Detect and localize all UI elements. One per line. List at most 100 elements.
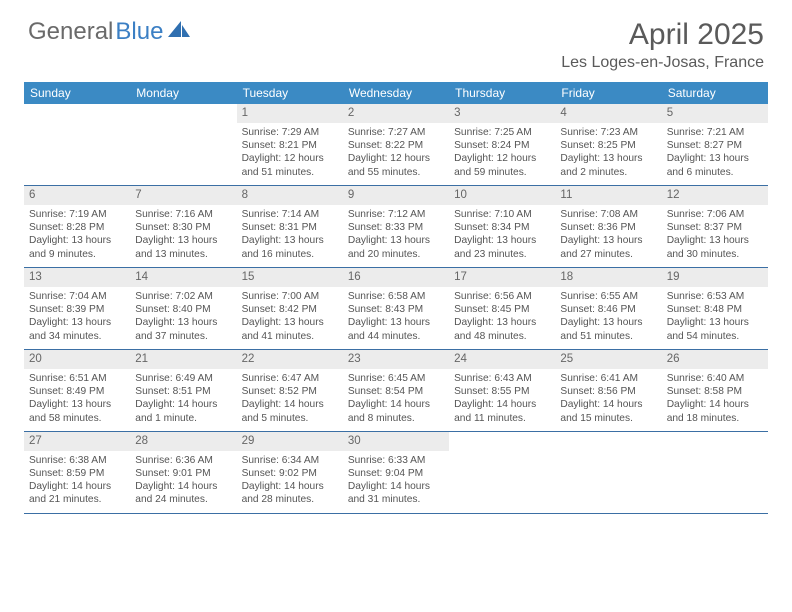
sunrise-text: Sunrise: 7:00 AM bbox=[242, 290, 338, 303]
day-details: Sunrise: 6:58 AMSunset: 8:43 PMDaylight:… bbox=[343, 287, 449, 349]
day-number: 7 bbox=[130, 186, 236, 205]
daylight-text: Daylight: 13 hours and 16 minutes. bbox=[242, 234, 338, 261]
day-cell bbox=[662, 431, 768, 513]
sunset-text: Sunset: 8:48 PM bbox=[667, 303, 763, 316]
sunrise-text: Sunrise: 6:45 AM bbox=[348, 372, 444, 385]
day-details: Sunrise: 6:38 AMSunset: 8:59 PMDaylight:… bbox=[24, 451, 130, 513]
day-cell: 10 Sunrise: 7:10 AMSunset: 8:34 PMDayligh… bbox=[449, 185, 555, 267]
daylight-text: Daylight: 13 hours and 41 minutes. bbox=[242, 316, 338, 343]
sunrise-text: Sunrise: 7:21 AM bbox=[667, 126, 763, 139]
sunrise-text: Sunrise: 7:10 AM bbox=[454, 208, 550, 221]
day-number: 11 bbox=[555, 186, 661, 205]
day-details: Sunrise: 7:00 AMSunset: 8:42 PMDaylight:… bbox=[237, 287, 343, 349]
sunrise-text: Sunrise: 6:58 AM bbox=[348, 290, 444, 303]
sunset-text: Sunset: 8:27 PM bbox=[667, 139, 763, 152]
day-cell: 19Sunrise: 6:53 AMSunset: 8:48 PMDayligh… bbox=[662, 267, 768, 349]
sunset-text: Sunset: 8:24 PM bbox=[454, 139, 550, 152]
sunset-text: Sunset: 9:01 PM bbox=[135, 467, 231, 480]
day-cell: 29Sunrise: 6:34 AMSunset: 9:02 PMDayligh… bbox=[237, 431, 343, 513]
week-row: 1Sunrise: 7:29 AMSunset: 8:21 PMDaylight… bbox=[24, 104, 768, 185]
day-cell: 18Sunrise: 6:55 AMSunset: 8:46 PMDayligh… bbox=[555, 267, 661, 349]
sunset-text: Sunset: 8:34 PM bbox=[454, 221, 550, 234]
sunset-text: Sunset: 8:54 PM bbox=[348, 385, 444, 398]
sunset-text: Sunset: 8:43 PM bbox=[348, 303, 444, 316]
day-number: 28 bbox=[130, 432, 236, 451]
dow-cell: Sunday bbox=[24, 82, 130, 104]
daylight-text: Daylight: 14 hours and 8 minutes. bbox=[348, 398, 444, 425]
day-details: Sunrise: 7:14 AMSunset: 8:31 PMDaylight:… bbox=[237, 205, 343, 267]
day-of-week-row: SundayMondayTuesdayWednesdayThursdayFrid… bbox=[24, 82, 768, 104]
sunrise-text: Sunrise: 6:51 AM bbox=[29, 372, 125, 385]
day-number: 10 bbox=[449, 186, 555, 205]
daylight-text: Daylight: 12 hours and 51 minutes. bbox=[242, 152, 338, 179]
brand-part1: General bbox=[28, 18, 113, 46]
daylight-text: Daylight: 13 hours and 9 minutes. bbox=[29, 234, 125, 261]
brand-logo: GeneralBlue bbox=[28, 18, 190, 46]
day-cell: 21Sunrise: 6:49 AMSunset: 8:51 PMDayligh… bbox=[130, 349, 236, 431]
day-cell: 23Sunrise: 6:45 AMSunset: 8:54 PMDayligh… bbox=[343, 349, 449, 431]
day-number: 20 bbox=[24, 350, 130, 369]
daylight-text: Daylight: 14 hours and 5 minutes. bbox=[242, 398, 338, 425]
day-number: 24 bbox=[449, 350, 555, 369]
day-details: Sunrise: 6:47 AMSunset: 8:52 PMDaylight:… bbox=[237, 369, 343, 431]
day-details: Sunrise: 7:29 AMSunset: 8:21 PMDaylight:… bbox=[237, 123, 343, 185]
dow-cell: Tuesday bbox=[237, 82, 343, 104]
day-cell: 15Sunrise: 7:00 AMSunset: 8:42 PMDayligh… bbox=[237, 267, 343, 349]
day-number: 17 bbox=[449, 268, 555, 287]
day-number: 5 bbox=[662, 104, 768, 123]
daylight-text: Daylight: 13 hours and 37 minutes. bbox=[135, 316, 231, 343]
daylight-text: Daylight: 14 hours and 1 minute. bbox=[135, 398, 231, 425]
week-row: 13Sunrise: 7:04 AMSunset: 8:39 PMDayligh… bbox=[24, 267, 768, 349]
day-number: 18 bbox=[555, 268, 661, 287]
sunset-text: Sunset: 8:55 PM bbox=[454, 385, 550, 398]
day-details: Sunrise: 7:25 AMSunset: 8:24 PMDaylight:… bbox=[449, 123, 555, 185]
calendar-table: SundayMondayTuesdayWednesdayThursdayFrid… bbox=[24, 82, 768, 514]
sunrise-text: Sunrise: 7:08 AM bbox=[560, 208, 656, 221]
daylight-text: Daylight: 13 hours and 34 minutes. bbox=[29, 316, 125, 343]
sunset-text: Sunset: 8:31 PM bbox=[242, 221, 338, 234]
daylight-text: Daylight: 14 hours and 21 minutes. bbox=[29, 480, 125, 507]
sunrise-text: Sunrise: 6:47 AM bbox=[242, 372, 338, 385]
day-details: Sunrise: 6:43 AMSunset: 8:55 PMDaylight:… bbox=[449, 369, 555, 431]
daylight-text: Daylight: 14 hours and 28 minutes. bbox=[242, 480, 338, 507]
sunset-text: Sunset: 8:42 PM bbox=[242, 303, 338, 316]
sunset-text: Sunset: 8:59 PM bbox=[29, 467, 125, 480]
day-number: 4 bbox=[555, 104, 661, 123]
sunrise-text: Sunrise: 6:38 AM bbox=[29, 454, 125, 467]
day-cell: 2Sunrise: 7:27 AMSunset: 8:22 PMDaylight… bbox=[343, 104, 449, 185]
day-details: Sunrise: 6:36 AMSunset: 9:01 PMDaylight:… bbox=[130, 451, 236, 513]
day-cell: 14Sunrise: 7:02 AMSunset: 8:40 PMDayligh… bbox=[130, 267, 236, 349]
daylight-text: Daylight: 13 hours and 27 minutes. bbox=[560, 234, 656, 261]
daylight-text: Daylight: 13 hours and 23 minutes. bbox=[454, 234, 550, 261]
dow-cell: Friday bbox=[555, 82, 661, 104]
sunrise-text: Sunrise: 6:36 AM bbox=[135, 454, 231, 467]
day-cell: 3Sunrise: 7:25 AMSunset: 8:24 PMDaylight… bbox=[449, 104, 555, 185]
daylight-text: Daylight: 13 hours and 6 minutes. bbox=[667, 152, 763, 179]
day-details: Sunrise: 7:19 AMSunset: 8:28 PMDaylight:… bbox=[24, 205, 130, 267]
sunrise-text: Sunrise: 6:40 AM bbox=[667, 372, 763, 385]
daylight-text: Daylight: 13 hours and 44 minutes. bbox=[348, 316, 444, 343]
day-number: 12 bbox=[662, 186, 768, 205]
daylight-text: Daylight: 12 hours and 59 minutes. bbox=[454, 152, 550, 179]
day-number: 29 bbox=[237, 432, 343, 451]
day-cell: 22Sunrise: 6:47 AMSunset: 8:52 PMDayligh… bbox=[237, 349, 343, 431]
day-cell: 27Sunrise: 6:38 AMSunset: 8:59 PMDayligh… bbox=[24, 431, 130, 513]
week-row: 20 Sunrise: 6:51 AMSunset: 8:49 PM Dayligh… bbox=[24, 349, 768, 431]
daylight-text: Daylight: 12 hours and 55 minutes. bbox=[348, 152, 444, 179]
dow-cell: Thursday bbox=[449, 82, 555, 104]
dow-cell: Saturday bbox=[662, 82, 768, 104]
daylight-text: Daylight: 14 hours and 11 minutes. bbox=[454, 398, 550, 425]
day-cell: 17Sunrise: 6:56 AMSunset: 8:45 PMDayligh… bbox=[449, 267, 555, 349]
title-block: April 2025 Les Loges-en-Josas, France bbox=[561, 18, 764, 72]
day-cell: 25Sunrise: 6:41 AMSunset: 8:56 PMDayligh… bbox=[555, 349, 661, 431]
day-number: 1 bbox=[237, 104, 343, 123]
day-number: 19 bbox=[662, 268, 768, 287]
sunset-text: Sunset: 8:49 PM bbox=[29, 385, 125, 398]
day-cell bbox=[449, 431, 555, 513]
day-number: 13 bbox=[24, 268, 130, 287]
sunset-text: Sunset: 8:30 PM bbox=[135, 221, 231, 234]
daylight-text: Daylight: 14 hours and 31 minutes. bbox=[348, 480, 444, 507]
month-title: April 2025 bbox=[561, 18, 764, 52]
day-cell: 16Sunrise: 6:58 AMSunset: 8:43 PMDayligh… bbox=[343, 267, 449, 349]
day-details: Sunrise: 7:02 AMSunset: 8:40 PMDaylight:… bbox=[130, 287, 236, 349]
